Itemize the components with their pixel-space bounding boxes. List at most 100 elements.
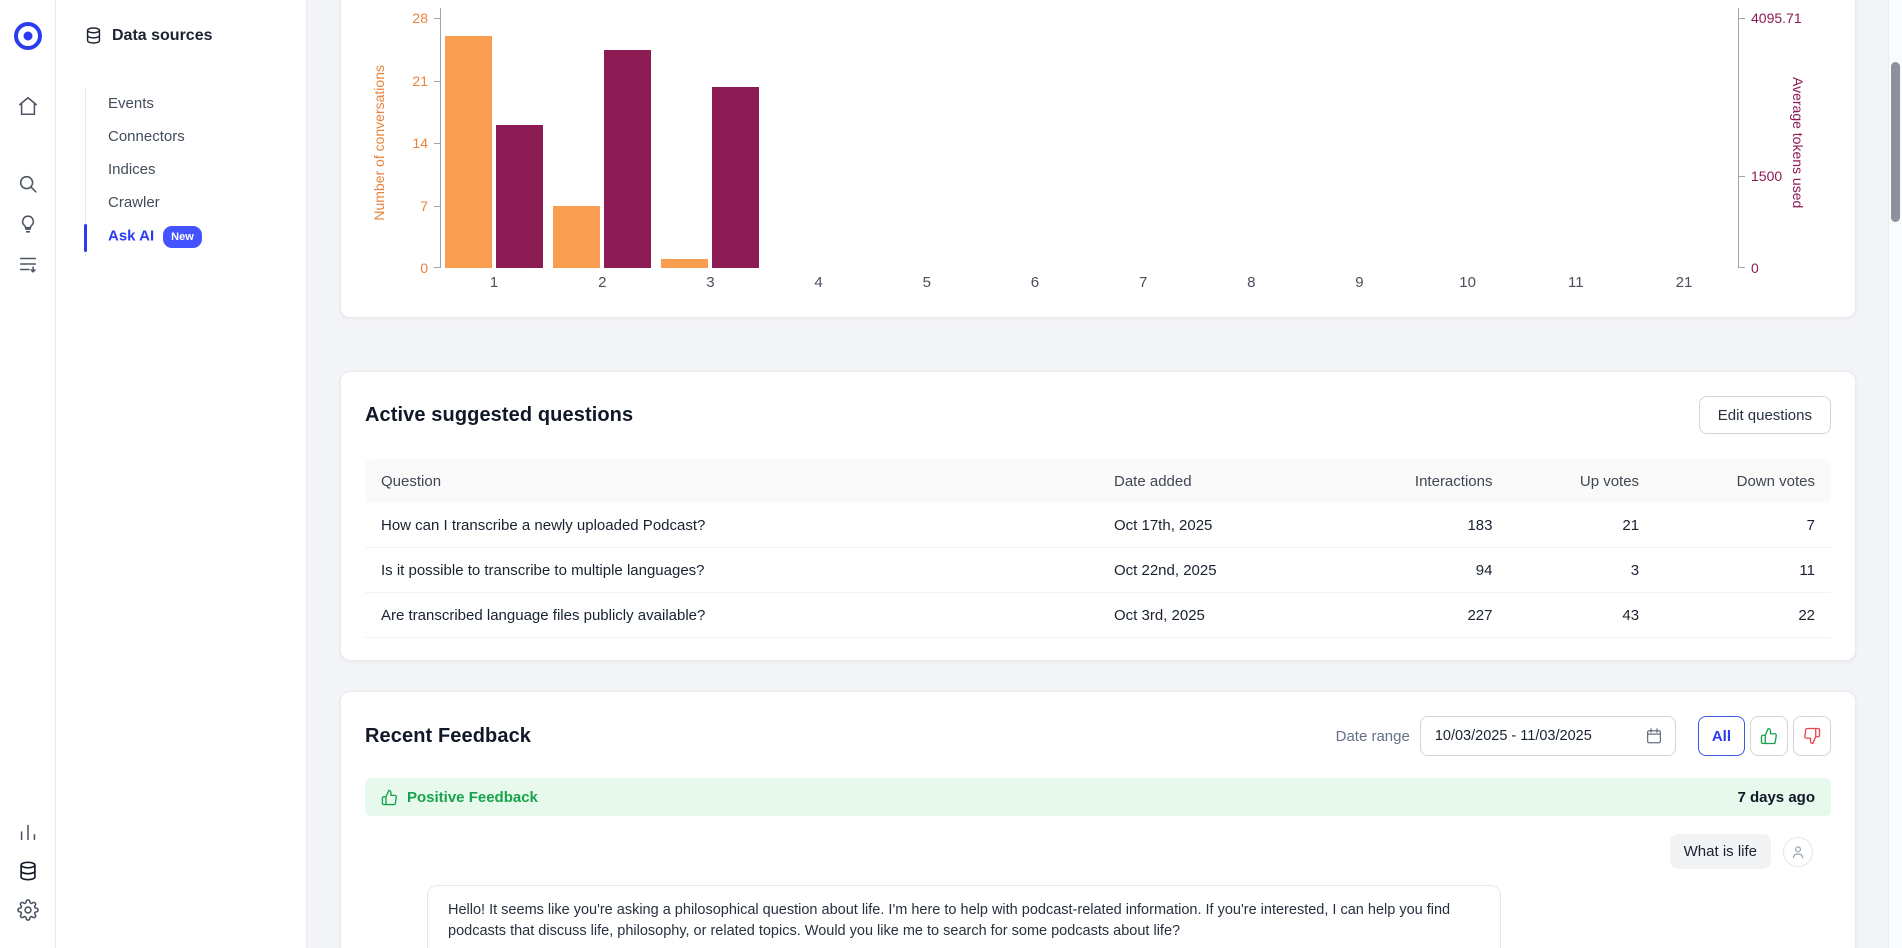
sidebar-item-label: Ask AI xyxy=(108,227,155,245)
x-axis-label: 9 xyxy=(1355,274,1364,291)
bar-group xyxy=(440,18,548,268)
feedback-title: Recent Feedback xyxy=(365,724,532,747)
recent-feedback-card: Recent Feedback Date range 10/03/2025 - … xyxy=(340,691,1856,948)
axis-tick xyxy=(434,18,440,19)
banner-left: Positive Feedback xyxy=(381,789,538,806)
new-badge: New xyxy=(163,226,202,248)
home-icon[interactable] xyxy=(16,94,40,118)
up-votes-cell: 21 xyxy=(1622,516,1640,534)
thumbs-down-icon xyxy=(1804,727,1821,745)
bar-group xyxy=(656,18,764,268)
search-icon[interactable] xyxy=(16,172,40,196)
sidebar-item-indices[interactable]: Indices xyxy=(86,153,286,186)
tokens-bar xyxy=(496,125,544,268)
bar-group xyxy=(1414,18,1522,268)
table-row: Is it possible to transcribe to multiple… xyxy=(365,548,1831,593)
up-votes-cell: 43 xyxy=(1622,606,1640,624)
sidebar-nav: Events Connectors Indices Crawler Ask AI New xyxy=(84,87,286,257)
calendar-icon xyxy=(1646,728,1661,744)
scrollbar-thumb[interactable] xyxy=(1891,62,1900,222)
x-axis-label: 6 xyxy=(1030,274,1040,291)
interactions-cell: 94 xyxy=(1475,561,1493,579)
axis-tick-label: 1500 xyxy=(1751,168,1783,185)
interactions-cell: 227 xyxy=(1467,606,1493,624)
questions-title: Active suggested questions xyxy=(365,403,634,426)
bar-group xyxy=(873,18,981,268)
database-icon xyxy=(86,27,101,44)
question-cell: Are transcribed language files publicly … xyxy=(381,606,706,624)
filter-negative-button[interactable] xyxy=(1793,716,1831,756)
bar-group xyxy=(1089,18,1197,268)
assistant-message-box: Hello! It seems like you're asking a phi… xyxy=(427,885,1501,948)
feedback-time: 7 days ago xyxy=(1737,788,1815,806)
sidebar-item-crawler[interactable]: Crawler xyxy=(86,186,286,219)
sidebar-item-ask-ai[interactable]: Ask AI New xyxy=(84,219,286,257)
axis-tick xyxy=(434,205,440,207)
down-votes-cell: 11 xyxy=(1799,561,1815,579)
interactions-cell: 183 xyxy=(1467,516,1493,534)
assistant-message: Hello! It seems like you're asking a phi… xyxy=(448,902,1451,939)
date-added-cell: Oct 17th, 2025 xyxy=(1114,516,1213,534)
filter-positive-button[interactable] xyxy=(1750,716,1788,756)
suggested-questions-card: Active suggested questions Edit question… xyxy=(340,371,1856,661)
user-message: What is life xyxy=(1669,834,1771,869)
bar-group xyxy=(765,18,873,268)
feedback-filter-group: All xyxy=(1697,716,1831,756)
lightbulb-icon[interactable] xyxy=(16,212,40,236)
tokens-bar xyxy=(604,49,652,268)
x-axis-label: 7 xyxy=(1138,274,1148,291)
table-row: How can I transcribe a newly uploaded Po… xyxy=(365,503,1831,548)
user-avatar xyxy=(1783,837,1813,867)
date-added-cell: Oct 22nd, 2025 xyxy=(1114,561,1217,579)
left-axis-line xyxy=(440,8,441,268)
filter-all-button[interactable]: All xyxy=(1697,716,1745,756)
axis-tick xyxy=(1739,176,1745,178)
positive-feedback-banner: Positive Feedback 7 days ago xyxy=(365,778,1831,816)
questions-table-body: How can I transcribe a newly uploaded Po… xyxy=(365,503,1831,638)
user-message-row: What is life xyxy=(365,834,1831,869)
x-axis-label: 3 xyxy=(706,274,715,291)
chart-left-ticks: 0 7 14 21 28 xyxy=(341,10,440,276)
feedback-controls: Date range 10/03/2025 - 11/03/2025 All xyxy=(1336,716,1831,756)
axis-tick-label: 28 xyxy=(412,10,428,26)
questions-table-header: Question Date added Interactions Up votes Do… xyxy=(365,459,1831,503)
sidebar-item-label: Events xyxy=(108,95,154,112)
down-votes-cell: 22 xyxy=(1798,606,1815,624)
sidebar-item-connectors[interactable]: Connectors xyxy=(86,120,286,153)
right-axis-line xyxy=(1738,8,1739,268)
list-icon[interactable] xyxy=(16,252,40,276)
sidebar-item-label: Connectors xyxy=(108,128,185,145)
x-axis-label: 21 xyxy=(1675,274,1693,291)
x-axis-label: 4 xyxy=(814,274,823,291)
app-logo[interactable] xyxy=(12,20,44,52)
date-range-value: 10/03/2025 - 11/03/2025 xyxy=(1434,728,1592,744)
thumbs-up-icon xyxy=(1760,727,1777,745)
chart-plot xyxy=(440,18,1738,268)
sidebar-title: Data sources xyxy=(112,26,213,44)
x-axis-label: 5 xyxy=(922,274,931,291)
sidebar-item-events[interactable]: Events xyxy=(86,87,286,120)
bar-chart-icon[interactable] xyxy=(16,820,40,844)
bar-group xyxy=(981,18,1089,268)
axis-tick xyxy=(434,267,440,268)
page-scrollbar[interactable] xyxy=(1888,0,1902,948)
edit-questions-button[interactable]: Edit questions xyxy=(1698,396,1831,434)
database-icon[interactable] xyxy=(16,859,40,883)
axis-tick xyxy=(1739,267,1745,268)
x-axis-label: 8 xyxy=(1247,274,1256,291)
questions-table: Question Date added Interactions Up votes Do… xyxy=(365,459,1831,638)
thumbs-up-icon xyxy=(381,789,398,805)
axis-tick-label: 7 xyxy=(420,197,428,214)
rail-bottom-group xyxy=(16,820,40,922)
date-added-cell: Oct 3rd, 2025 xyxy=(1114,606,1205,624)
questions-card-header: Active suggested questions Edit question… xyxy=(365,396,1831,434)
question-cell: How can I transcribe a newly uploaded Po… xyxy=(381,516,706,534)
axis-tick xyxy=(434,80,440,82)
column-header: Date added xyxy=(1114,472,1192,490)
axis-tick-label: 4095.71 xyxy=(1751,10,1802,26)
axis-tick-label: 0 xyxy=(1751,260,1759,276)
date-range-input[interactable]: 10/03/2025 - 11/03/2025 xyxy=(1419,716,1676,756)
down-votes-cell: 7 xyxy=(1806,516,1815,534)
gear-icon[interactable] xyxy=(16,898,40,922)
